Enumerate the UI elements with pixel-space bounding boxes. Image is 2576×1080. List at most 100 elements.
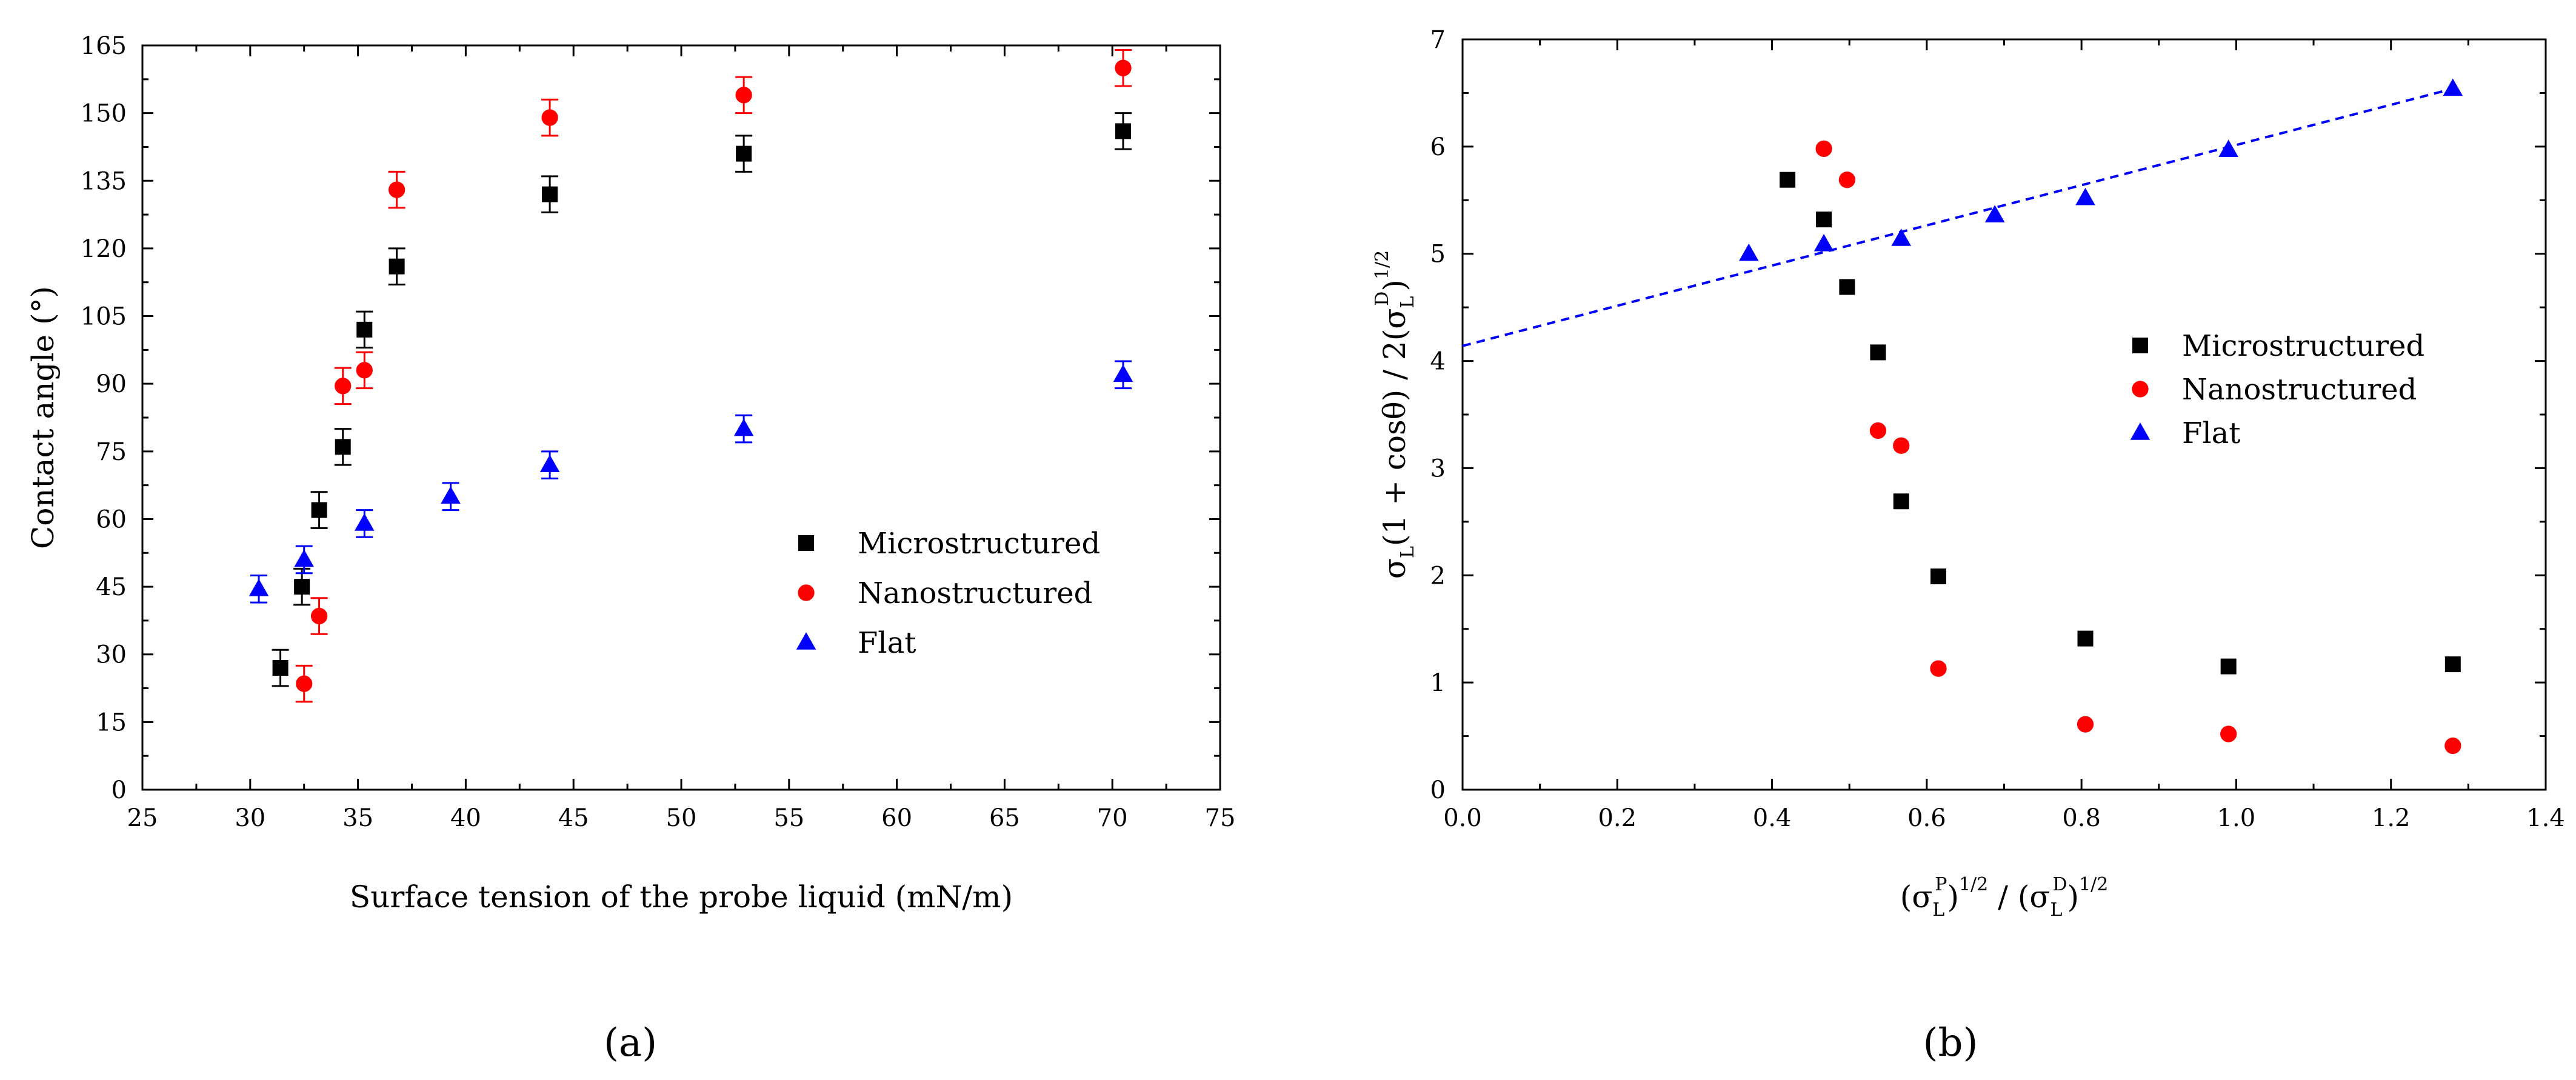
data-point: [1816, 212, 1832, 228]
y-axis-label-part: D: [1372, 292, 1393, 306]
y-tick-label: 5: [1430, 241, 1446, 268]
data-point: [335, 378, 352, 395]
data-point: [542, 186, 558, 202]
x-tick-label: 0.2: [1598, 804, 1637, 832]
legend-label-microstructured: Microstructured: [858, 527, 1100, 561]
x-axis-label-part: D: [2052, 874, 2067, 895]
y-tick-label: 15: [96, 708, 127, 736]
x-axis-label-part: P: [1935, 874, 1947, 895]
data-point: [272, 660, 289, 676]
data-point: [1115, 59, 1132, 76]
data-point: [2444, 737, 2461, 755]
data-point: [356, 362, 373, 379]
data-point: [310, 607, 328, 625]
y-tick-label: 7: [1430, 26, 1446, 54]
y-tick-label: 3: [1430, 455, 1446, 482]
data-point: [1930, 660, 1947, 677]
y-axis-label-part: σ: [1377, 558, 1412, 579]
x-tick-label: 35: [342, 804, 373, 832]
x-tick-label: 45: [558, 804, 589, 832]
series-flat: [249, 360, 1133, 604]
y-tick-label: 0: [112, 776, 127, 804]
y-tick-label: 120: [81, 235, 127, 263]
panel-b-chart: 0.0 0.2 0.4 0.6 0.8 1.0 1.2 1.4 0 1 2 3 4 5 6 7 Microstr…: [1372, 26, 2565, 921]
x-axis-label-part: ): [2067, 879, 2080, 915]
fit-line: [1462, 87, 2454, 347]
legend-a: Microstructured Nanostructured Flat: [796, 527, 1100, 660]
x-axis-label-part: / (σ: [1988, 879, 2050, 915]
series-microstructured: [272, 112, 1132, 687]
data-point: [1814, 233, 1834, 252]
y-axis-label-part: 1/2: [1372, 250, 1393, 279]
legend-label-nanostructured: Nanostructured: [858, 576, 1092, 610]
legend-label-flat: Flat: [858, 626, 916, 660]
data-point: [736, 145, 752, 162]
data-point: [356, 321, 373, 338]
data-point: [1893, 493, 1909, 510]
y-axis-label-part: L: [1397, 296, 1418, 308]
x-axis-label: (σLP)1/2 / (σLD)1/2: [1900, 874, 2109, 921]
x-axis-label-part: 1/2: [1959, 874, 1988, 895]
data-point: [1113, 364, 1133, 382]
x-tick-label: 70: [1097, 804, 1128, 832]
y-tick-label: 165: [81, 32, 127, 60]
series-flat: [1738, 78, 2463, 261]
data-point: [733, 418, 754, 436]
series-microstructured: [1780, 172, 2461, 675]
x-tick-label: 0.0: [1443, 804, 1482, 832]
y-tick-label: 0: [1430, 776, 1446, 804]
panel-a-chart: 25 30 35 40 45 50 55 60 65 70 75 0 15 30 45 60 75 90 105 12…: [25, 32, 1235, 915]
x-tick-label: 0.6: [1907, 804, 1946, 832]
data-point: [2443, 78, 2463, 96]
data-point: [2444, 656, 2461, 673]
data-point: [1738, 243, 1759, 261]
data-point: [441, 486, 461, 504]
data-point: [1893, 437, 1910, 454]
data-point: [335, 439, 351, 455]
x-tick-label: 1.2: [2372, 804, 2411, 832]
x-tick-label: 55: [773, 804, 804, 832]
x-axis-label-part: ): [1947, 879, 1959, 915]
data-point: [311, 502, 327, 518]
data-point: [1984, 205, 2005, 222]
y-axis-label-part: L: [1397, 546, 1418, 558]
legend-marker-flat: [796, 632, 816, 650]
legend-marker-nanostructured: [798, 584, 815, 601]
y-tick-label: 75: [96, 438, 127, 466]
legend-marker-microstructured: [2132, 338, 2148, 353]
data-point: [2077, 630, 2094, 647]
legend-marker-flat: [2130, 422, 2151, 440]
x-tick-label: 1.0: [2217, 804, 2256, 832]
panel-b-caption: (b): [1923, 1021, 1978, 1065]
data-point: [1930, 568, 1947, 585]
x-axis-label-part: L: [1932, 899, 1944, 921]
data-point: [1839, 279, 1855, 295]
y-tick-label: 1: [1430, 669, 1446, 697]
x-tick-label: 40: [450, 804, 481, 832]
y-tick-label: 6: [1430, 133, 1446, 161]
x-tick-label: 50: [666, 804, 697, 832]
legend-b: Microstructured Nanostructured Flat: [2130, 329, 2424, 450]
legend-marker-nanostructured: [2132, 381, 2149, 398]
x-tick-label: 60: [881, 804, 912, 832]
x-axis-label-part: 1/2: [2079, 874, 2108, 895]
legend-label-flat: Flat: [2182, 416, 2241, 450]
legend-marker-microstructured: [798, 535, 814, 551]
data-point: [2218, 139, 2238, 157]
y-tick-label: 90: [96, 370, 127, 398]
data-point: [1838, 172, 1856, 188]
y-axis-label-part: ): [1377, 279, 1412, 292]
x-tick-label: 30: [235, 804, 265, 832]
data-point: [1869, 422, 1887, 439]
series-nanostructured: [295, 48, 1132, 703]
x-tick-label: 1.4: [2526, 804, 2565, 832]
data-point: [1815, 140, 1832, 158]
y-axis-label: σL(1 + cosθ) / 2(σLD)1/2: [1372, 250, 1418, 579]
data-point: [1115, 123, 1131, 139]
x-axis-label-part: (σ: [1900, 879, 1933, 915]
x-axis-label: Surface tension of the probe liquid (mN/…: [350, 879, 1013, 915]
data-point: [388, 181, 405, 198]
x-tick-label: 0.8: [2062, 804, 2101, 832]
y-tick-label: 45: [96, 573, 127, 601]
